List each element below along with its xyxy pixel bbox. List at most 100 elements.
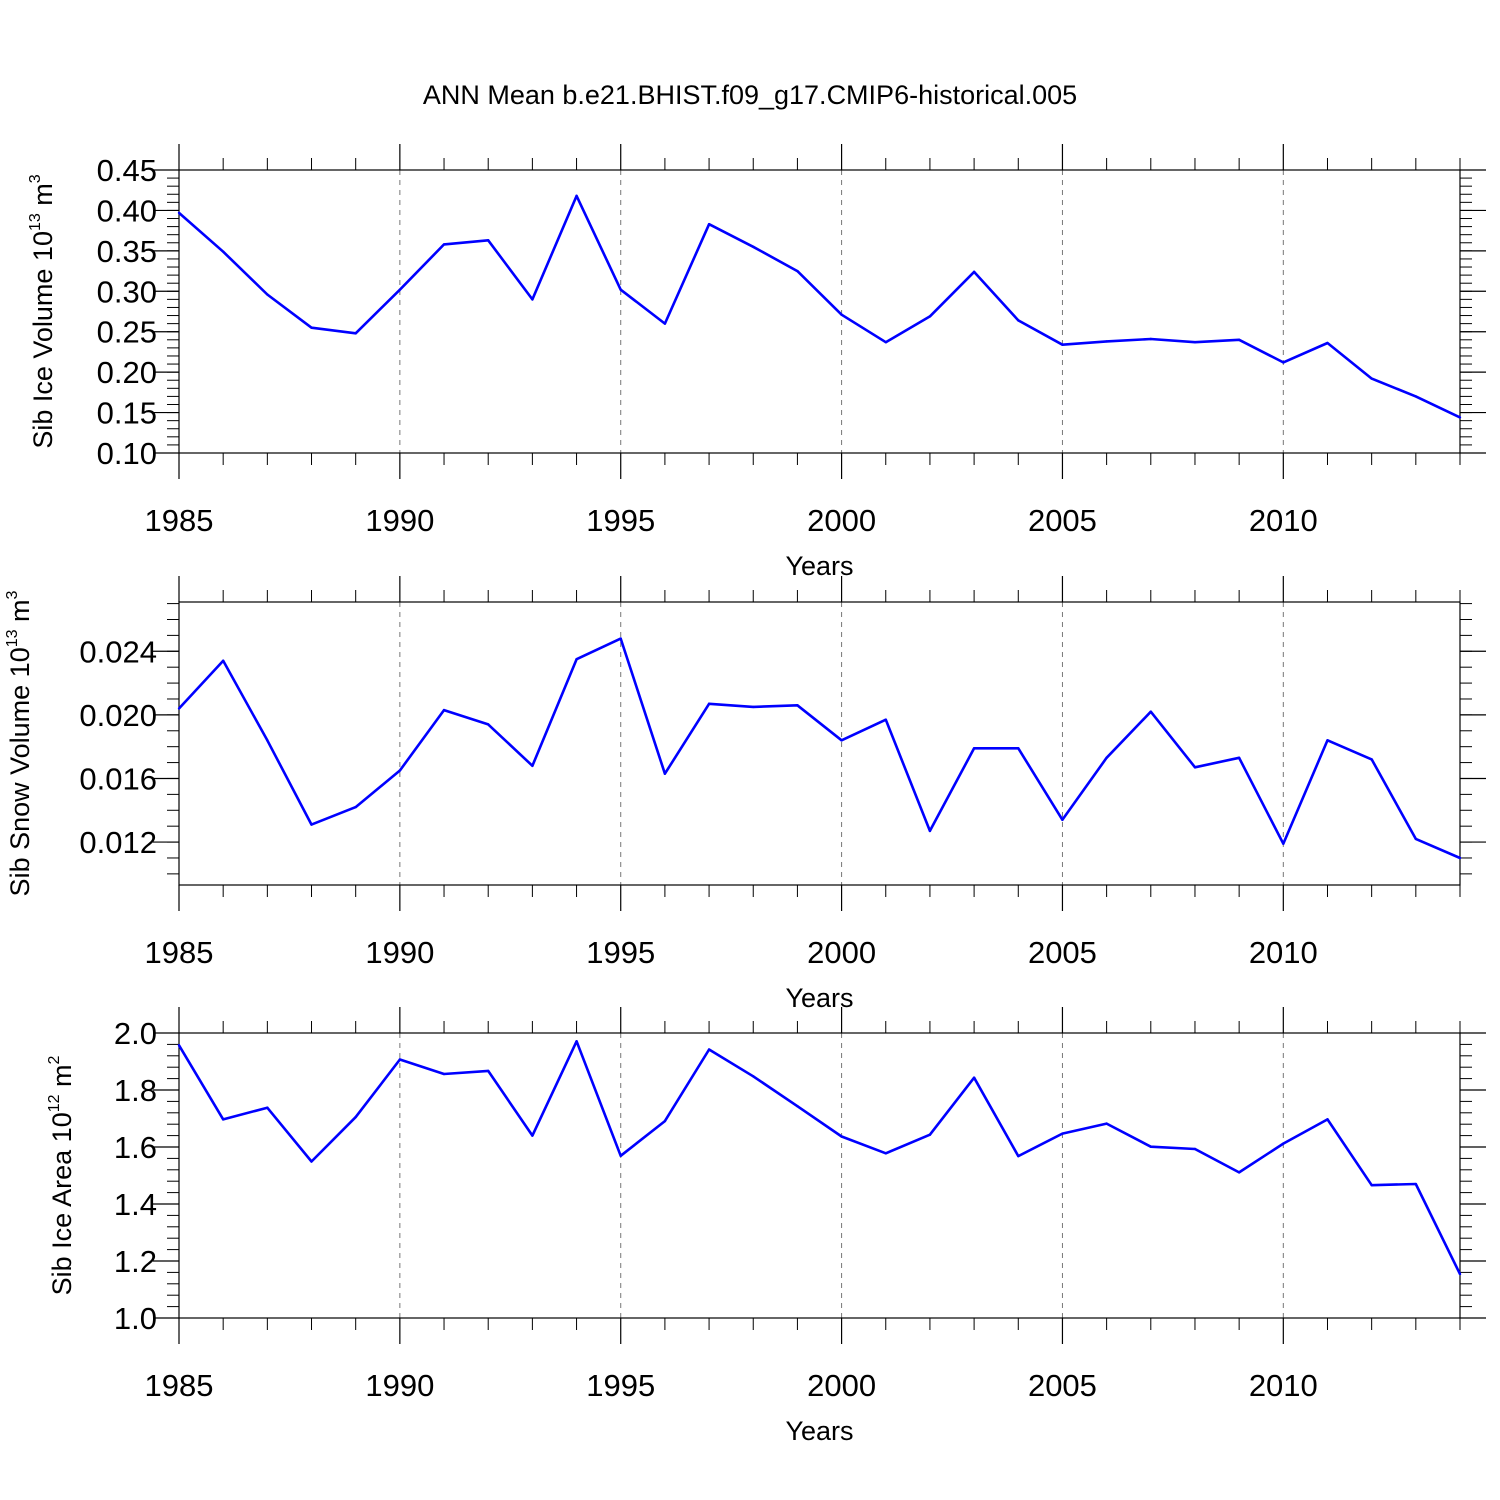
data-point: [354, 805, 357, 809]
data-point: [1326, 1118, 1329, 1121]
x-tick-label: 1985: [145, 935, 214, 970]
x-tick-label: 1990: [365, 1368, 434, 1403]
x-tick-label: 1995: [586, 1368, 655, 1403]
data-point: [442, 708, 446, 712]
x-axis-label: Years: [785, 551, 853, 581]
y-tick-label: 0.024: [79, 634, 157, 669]
x-tick-label: 1995: [586, 935, 655, 970]
x-tick-label: 1985: [145, 1368, 214, 1403]
data-point: [1193, 341, 1197, 344]
data-point: [1017, 319, 1020, 322]
data-point: [1149, 337, 1152, 341]
data-point: [1282, 1142, 1285, 1145]
data-point: [310, 326, 313, 329]
chart-title: ANN Mean b.e21.BHIST.f09_g17.CMIP6-histo…: [422, 80, 1078, 110]
x-tick-label: 2005: [1028, 1368, 1097, 1403]
data-point: [619, 1154, 622, 1158]
data-point: [221, 250, 225, 253]
data-point: [354, 332, 357, 335]
panel-1: 1985 1990 1995 2000 2005 2010 0.10 0.15 0.20 0.25…: [27, 144, 1486, 581]
y-tick-label: 0.15: [97, 396, 157, 431]
x-tick-label: 1990: [365, 935, 434, 970]
data-point: [1414, 1182, 1418, 1186]
data-point: [1370, 1183, 1373, 1187]
data-point: [575, 658, 578, 661]
data-point: [707, 702, 711, 705]
data-point: [531, 298, 534, 301]
data-point: [575, 194, 578, 198]
data-point: [1237, 338, 1241, 341]
x-tick-label: 2005: [1028, 503, 1097, 538]
y-axis-label: Sib Ice Volume 1013 m3: [27, 174, 58, 448]
data-point: [972, 270, 976, 274]
x-tick-label: 2010: [1249, 1368, 1318, 1403]
data-point: [177, 707, 181, 710]
data-point: [177, 211, 181, 215]
data-point: [1149, 710, 1152, 713]
data-point: [1282, 361, 1285, 364]
data-point: [398, 769, 402, 772]
data-point: [663, 322, 667, 325]
data-point: [663, 1119, 667, 1123]
data-point: [1237, 756, 1241, 760]
y-tick-label: 1.2: [114, 1244, 157, 1279]
x-tick-label: 1995: [586, 503, 655, 538]
data-point: [707, 222, 711, 226]
data-point: [266, 1106, 269, 1109]
data-point: [531, 1134, 534, 1137]
x-tick-label: 2000: [807, 935, 876, 970]
data-point: [1282, 842, 1285, 845]
data-point: [531, 764, 534, 767]
data-point: [266, 739, 269, 742]
y-tick-label: 0.20: [97, 355, 157, 390]
data-point: [221, 1118, 225, 1121]
data-point: [752, 1075, 755, 1078]
data-point: [1105, 340, 1108, 343]
x-tick-label: 1990: [365, 503, 434, 538]
data-point: [1326, 739, 1329, 742]
data-point: [1061, 1132, 1064, 1135]
data-point: [354, 1115, 357, 1119]
data-point: [442, 1072, 446, 1076]
x-tick-label: 2010: [1249, 935, 1318, 970]
data-point: [1149, 1145, 1152, 1148]
data-point: [928, 315, 932, 318]
x-tick-label: 2010: [1249, 503, 1318, 538]
series-line: [177, 1040, 1462, 1275]
data-point: [487, 1069, 490, 1073]
data-point: [1370, 758, 1373, 761]
data-point: [1017, 747, 1020, 750]
data-point: [884, 341, 887, 344]
x-tick-label: 2000: [807, 503, 876, 538]
y-tick-label: 0.25: [97, 315, 157, 350]
y-tick-label: 0.020: [79, 698, 157, 733]
data-point: [619, 637, 622, 640]
y-tick-label: 1.4: [114, 1187, 157, 1222]
data-point: [310, 1160, 313, 1163]
data-point: [884, 1152, 887, 1155]
data-point: [487, 723, 490, 726]
data-point: [1237, 1171, 1241, 1174]
data-point: [398, 1058, 402, 1061]
x-tick-label: 2005: [1028, 935, 1097, 970]
data-point: [1061, 818, 1064, 822]
panel-3: 1985 1990 1995 2000 2005 2010 1.0 1.2 1.4 1.6 1.8 2…: [46, 1007, 1486, 1446]
data-point: [796, 269, 799, 273]
data-point: [884, 718, 887, 721]
x-axis-label: Years: [785, 983, 853, 1013]
data-point: [972, 1076, 976, 1079]
x-tick-label: 1985: [145, 503, 214, 538]
data-point: [310, 823, 313, 826]
data-point: [1458, 1272, 1462, 1276]
data-point: [398, 288, 402, 291]
data-point: [487, 239, 490, 242]
y-tick-label: 2.0: [114, 1016, 157, 1051]
data-point: [177, 1044, 181, 1047]
y-tick-label: 0.016: [79, 761, 157, 796]
data-point: [1061, 343, 1064, 346]
plot-frame: [178, 1032, 1461, 1319]
data-point: [1105, 1122, 1108, 1125]
data-point: [1458, 416, 1462, 419]
